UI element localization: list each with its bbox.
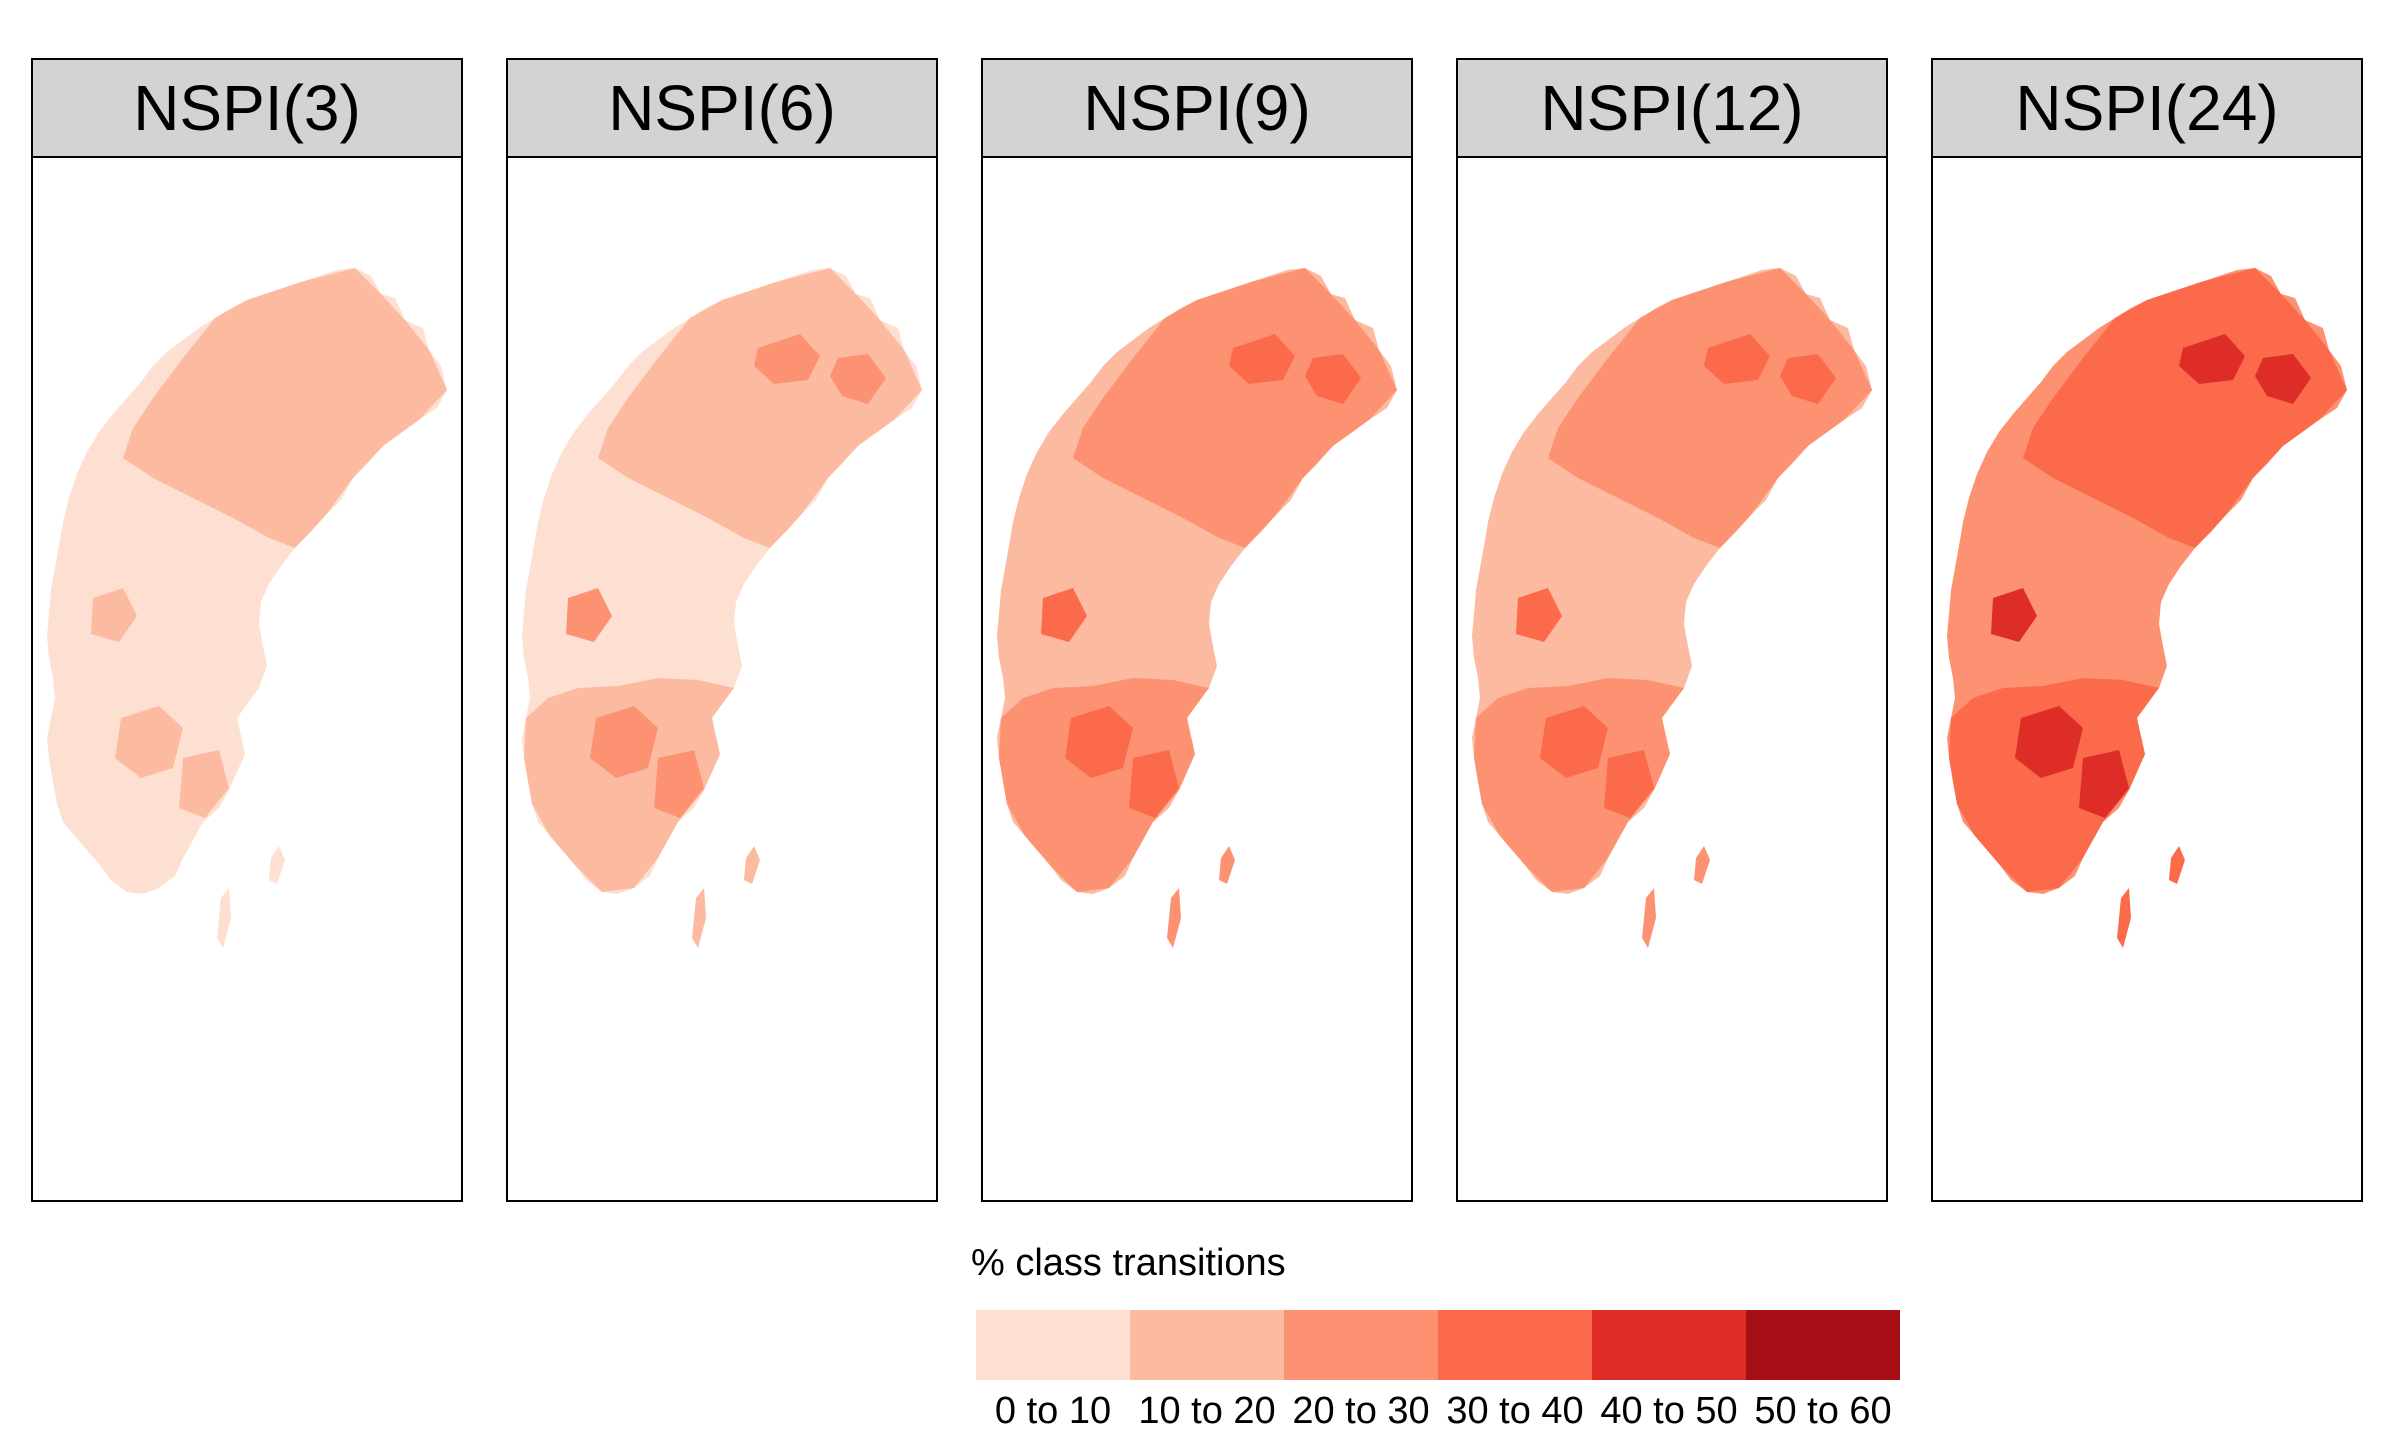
sweden-island	[744, 846, 760, 884]
panel-strip: NSPI(9)	[981, 58, 1413, 158]
sweden-map	[1947, 268, 2347, 948]
sweden-hotspot	[1780, 354, 1836, 404]
legend-label: 20 to 30	[1292, 1390, 1430, 1432]
sweden-hotspot	[654, 750, 704, 818]
sweden-island	[1642, 888, 1656, 948]
sweden-hotspot	[179, 750, 229, 818]
sweden-island	[1167, 888, 1181, 948]
sweden-hotspot	[830, 354, 886, 404]
legend-swatch	[1284, 1310, 1438, 1380]
sweden-hotspot	[566, 588, 612, 642]
legend-label: 40 to 50	[1600, 1390, 1738, 1432]
legend-swatch	[1438, 1310, 1592, 1380]
sweden-island	[1219, 846, 1235, 884]
panel-nspi-3: NSPI(3)	[31, 58, 463, 1202]
map-plot	[31, 156, 463, 1202]
map-plot	[1931, 156, 2363, 1202]
panel-strip: NSPI(6)	[506, 58, 938, 158]
legend-swatch	[1746, 1310, 1900, 1380]
legend-label: 10 to 20	[1138, 1390, 1276, 1432]
sweden-island	[217, 888, 231, 948]
sweden-hotspot	[279, 334, 345, 384]
sweden-region-north	[598, 268, 922, 548]
sweden-hotspot	[590, 706, 658, 778]
legend-swatch	[976, 1310, 1130, 1380]
legend-color-bar	[976, 1310, 1900, 1380]
sweden-hotspot	[1516, 588, 1562, 642]
sweden-island	[692, 888, 706, 948]
map-plot	[1456, 156, 1888, 1202]
sweden-island	[269, 846, 285, 884]
sweden-region-north	[1548, 268, 1872, 548]
map-plot	[981, 156, 1413, 1202]
sweden-map	[997, 268, 1397, 948]
sweden-hotspot	[1229, 334, 1295, 384]
sweden-hotspot	[1604, 750, 1654, 818]
sweden-map	[522, 268, 922, 948]
legend-label: 0 to 10	[994, 1390, 1112, 1432]
legend-labels: 0 to 10 10 to 20 20 to 30 30 to 40 40 to…	[976, 1390, 1900, 1433]
sweden-hotspot	[2079, 750, 2129, 818]
panel-title: NSPI(12)	[1540, 72, 1804, 144]
sweden-island	[1694, 846, 1710, 884]
legend-label: 30 to 40	[1446, 1390, 1584, 1432]
sweden-hotspot	[1065, 706, 1133, 778]
legend-swatch	[1592, 1310, 1746, 1380]
sweden-hotspot	[1704, 334, 1770, 384]
legend-swatch	[1130, 1310, 1284, 1380]
panel-nspi-9: NSPI(9)	[981, 58, 1413, 1202]
panel-title: NSPI(24)	[2015, 72, 2279, 144]
sweden-region-north	[1073, 268, 1397, 548]
sweden-hotspot	[1129, 750, 1179, 818]
sweden-hotspot	[2255, 354, 2311, 404]
sweden-region-south	[524, 678, 734, 892]
map-plot	[506, 156, 938, 1202]
sweden-hotspot	[1991, 588, 2037, 642]
sweden-hotspot	[1305, 354, 1361, 404]
sweden-hotspot	[1540, 706, 1608, 778]
sweden-region-north	[123, 268, 447, 548]
panel-title: NSPI(6)	[608, 72, 836, 144]
sweden-region-south	[999, 678, 1209, 892]
sweden-map	[1472, 268, 1872, 948]
legend-title: % class transitions	[971, 1242, 1286, 1284]
sweden-island	[2117, 888, 2131, 948]
panel-nspi-6: NSPI(6)	[506, 58, 938, 1202]
sweden-region-south	[1474, 678, 1684, 892]
sweden-region-south	[1949, 678, 2159, 892]
sweden-hotspot	[1041, 588, 1087, 642]
sweden-hotspot	[2015, 706, 2083, 778]
sweden-hotspot	[355, 354, 411, 404]
panel-strip: NSPI(24)	[1931, 58, 2363, 158]
panel-strip: NSPI(3)	[31, 58, 463, 158]
sweden-hotspot	[2179, 334, 2245, 384]
sweden-map	[47, 268, 447, 948]
sweden-hotspot	[91, 588, 137, 642]
sweden-region-north	[2023, 268, 2347, 548]
sweden-hotspot	[754, 334, 820, 384]
legend-label: 50 to 60	[1754, 1390, 1892, 1432]
sweden-region-south	[49, 678, 259, 892]
panel-nspi-24: NSPI(24)	[1931, 58, 2363, 1202]
panel-title: NSPI(9)	[1083, 72, 1311, 144]
panel-title: NSPI(3)	[133, 72, 361, 144]
panel-nspi-12: NSPI(12)	[1456, 58, 1888, 1202]
sweden-island	[2169, 846, 2185, 884]
sweden-hotspot	[115, 706, 183, 778]
panel-strip: NSPI(12)	[1456, 58, 1888, 158]
